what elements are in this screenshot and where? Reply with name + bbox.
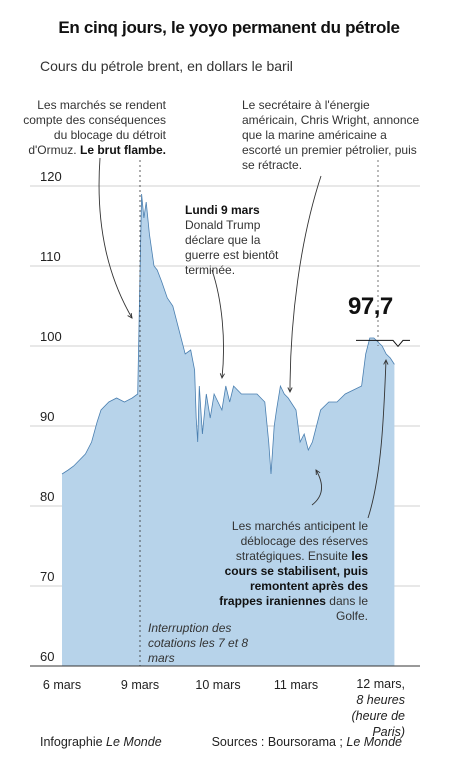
annotation-reserves: Les marchés anticipent le déblocage des … xyxy=(212,519,368,624)
x-tick-12-time: 8 heures xyxy=(356,693,405,707)
pointer-reserves-2 xyxy=(367,359,387,519)
x-tick-label: 9 mars xyxy=(121,678,159,692)
chart-title: En cinq jours, le yoyo permanent du pétr… xyxy=(58,18,400,37)
x-tick-12-tz: (heure de Paris) xyxy=(351,709,405,739)
annotation-interruption: Interruption des cotations les 7 et 8 ma… xyxy=(148,621,249,665)
y-tick-label: 70 xyxy=(40,569,54,584)
annotation-hormuz-bold: Le brut flambe. xyxy=(79,143,166,157)
x-tick-label: 6 mars xyxy=(43,678,81,692)
x-tick-12-date: 12 mars, xyxy=(356,677,405,691)
footer-sources-name: Le Monde xyxy=(346,735,402,749)
pointer-reserves-1 xyxy=(311,469,322,506)
pointer-head-wright xyxy=(287,387,293,394)
y-tick-label: 60 xyxy=(40,649,54,664)
y-tick-label: 90 xyxy=(40,409,54,424)
x-tick-label: 10 mars xyxy=(195,678,240,692)
chart-subtitle: Cours du pétrole brent, en dollars le ba… xyxy=(40,58,293,74)
annotation-trump-head: Lundi 9 mars xyxy=(185,203,260,217)
y-tick-label: 100 xyxy=(40,329,62,344)
last-value-bracket xyxy=(356,339,410,348)
y-tick-label: 80 xyxy=(40,489,54,504)
annotation-reserves-b: dans le Golfe. xyxy=(329,594,368,623)
pointer-hormuz xyxy=(98,157,133,319)
y-tick-label: 120 xyxy=(40,169,62,184)
last-value-label: 97,7 xyxy=(348,293,393,320)
pointer-wright xyxy=(289,175,322,393)
x-tick-label-12-mars: 12 mars, 8 heures (heure de Paris) xyxy=(345,676,405,740)
footer-credit: Infographie Le Monde xyxy=(40,735,162,749)
pointer-head-reserves-2 xyxy=(383,358,389,365)
footer-credit-prefix: Infographie xyxy=(40,735,103,749)
annotation-hormuz-text: Les marchés se rendent compte des conséq… xyxy=(23,98,166,157)
footer-credit-name: Le Monde xyxy=(106,735,162,749)
annotation-wright: Le secrétaire à l'énergie américain, Chr… xyxy=(242,98,422,173)
y-tick-label: 110 xyxy=(40,249,61,264)
footer-sources: Sources : Boursorama ; Le Monde xyxy=(212,735,402,749)
annotation-wright-text: Le secrétaire à l'énergie américain, Chr… xyxy=(242,98,420,172)
pointer-head-trump xyxy=(219,373,225,380)
annotation-reserves-a: Les marchés anticipent le déblocage des … xyxy=(231,519,368,563)
annotation-reserves-bold: les cours se stabilisent, puis remontent… xyxy=(219,549,368,608)
pointer-trump xyxy=(211,269,224,379)
pointer-head-reserves-1 xyxy=(315,469,321,476)
annotation-hormuz: Les marchés se rendent compte des conséq… xyxy=(20,98,166,158)
pointer-head-hormuz xyxy=(127,312,133,319)
footer-sources-prefix: Sources : Boursorama ; xyxy=(211,735,343,749)
price-area xyxy=(62,194,395,666)
annotation-trump: Lundi 9 mars Donald Trump déclare que la… xyxy=(185,203,297,278)
price-line xyxy=(61,193,395,475)
x-tick-label: 11 mars xyxy=(274,678,318,692)
annotation-trump-text: Donald Trump déclare que la guerre est b… xyxy=(185,218,279,277)
